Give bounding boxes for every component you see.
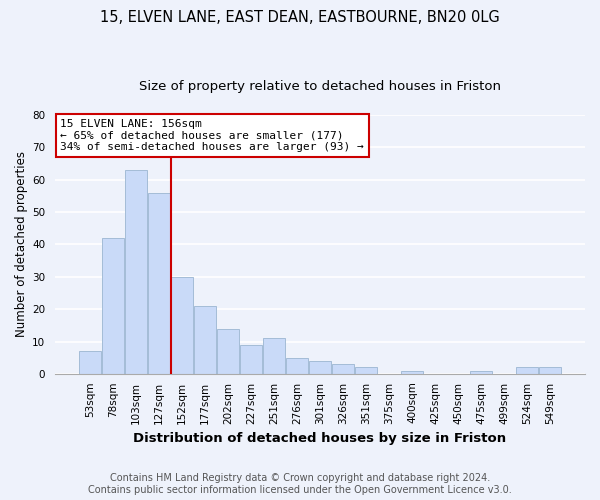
Bar bbox=[332, 364, 354, 374]
Bar bbox=[516, 368, 538, 374]
Title: Size of property relative to detached houses in Friston: Size of property relative to detached ho… bbox=[139, 80, 501, 93]
Bar bbox=[102, 238, 124, 374]
Text: 15, ELVEN LANE, EAST DEAN, EASTBOURNE, BN20 0LG: 15, ELVEN LANE, EAST DEAN, EASTBOURNE, B… bbox=[100, 10, 500, 25]
Bar bbox=[309, 361, 331, 374]
Bar bbox=[286, 358, 308, 374]
Bar bbox=[240, 345, 262, 374]
Bar bbox=[355, 368, 377, 374]
Bar bbox=[148, 192, 170, 374]
Text: 15 ELVEN LANE: 156sqm
← 65% of detached houses are smaller (177)
34% of semi-det: 15 ELVEN LANE: 156sqm ← 65% of detached … bbox=[61, 119, 364, 152]
Bar bbox=[79, 351, 101, 374]
X-axis label: Distribution of detached houses by size in Friston: Distribution of detached houses by size … bbox=[133, 432, 506, 445]
Bar bbox=[470, 370, 492, 374]
Bar bbox=[263, 338, 285, 374]
Bar bbox=[194, 306, 216, 374]
Bar bbox=[401, 370, 423, 374]
Bar bbox=[171, 277, 193, 374]
Bar bbox=[125, 170, 147, 374]
Y-axis label: Number of detached properties: Number of detached properties bbox=[15, 152, 28, 338]
Bar bbox=[539, 368, 561, 374]
Text: Contains HM Land Registry data © Crown copyright and database right 2024.
Contai: Contains HM Land Registry data © Crown c… bbox=[88, 474, 512, 495]
Bar bbox=[217, 328, 239, 374]
